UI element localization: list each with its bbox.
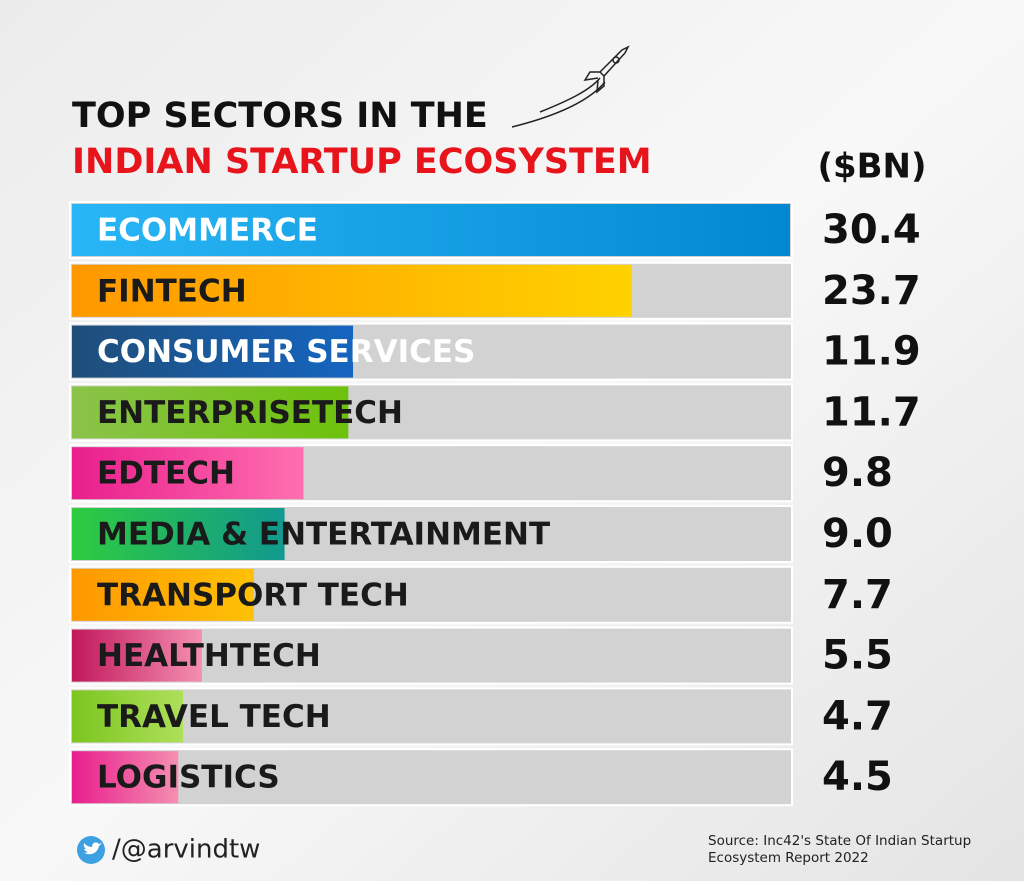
category-label: ENTERPRISETECH bbox=[97, 395, 403, 431]
bar bbox=[72, 325, 354, 378]
category-label: FINTECH bbox=[97, 273, 247, 309]
bar bbox=[72, 629, 202, 682]
value-label: 30.4 bbox=[822, 207, 921, 253]
rocket-icon bbox=[511, 45, 630, 128]
category-label: LOGISTICS bbox=[97, 760, 280, 796]
bar-track bbox=[69, 748, 793, 807]
bar bbox=[72, 751, 179, 804]
value-label: 11.7 bbox=[822, 389, 921, 435]
category-label: EDTECH bbox=[97, 456, 235, 492]
category-label: TRAVEL TECH bbox=[97, 699, 331, 735]
category-label: HEALTHTECH bbox=[97, 638, 321, 674]
category-label: CONSUMER SERVICES bbox=[97, 334, 475, 370]
category-label: MEDIA & ENTERTAINMENT bbox=[97, 517, 550, 553]
source-line: Ecosystem Report 2022 bbox=[708, 850, 869, 866]
value-label: 5.5 bbox=[822, 633, 893, 679]
source-line: Source: Inc42's State Of Indian Startup bbox=[708, 833, 971, 849]
handle: /@arvindtw bbox=[112, 835, 260, 865]
value-label: 9.0 bbox=[822, 511, 893, 557]
bar bbox=[72, 508, 285, 560]
value-label: 9.8 bbox=[822, 450, 893, 496]
chart-subtitle: INDIAN STARTUP ECOSYSTEM bbox=[72, 142, 652, 182]
value-label: 23.7 bbox=[822, 268, 921, 314]
value-label: 4.5 bbox=[822, 754, 893, 800]
bar-track bbox=[69, 687, 793, 746]
bar bbox=[72, 386, 349, 439]
value-header: ($BN) bbox=[817, 147, 926, 187]
value-label: 11.9 bbox=[822, 329, 921, 375]
bar bbox=[72, 690, 184, 743]
chart-title: TOP SECTORS IN THE bbox=[72, 96, 488, 136]
category-label: TRANSPORT TECH bbox=[97, 577, 409, 613]
category-label: ECOMMERCE bbox=[97, 213, 318, 249]
bar bbox=[72, 568, 254, 621]
bar bbox=[72, 447, 304, 500]
bar bbox=[72, 204, 790, 256]
twitter-bird bbox=[83, 842, 102, 855]
value-label: 7.7 bbox=[822, 572, 893, 618]
bar bbox=[72, 264, 632, 317]
value-label: 4.7 bbox=[822, 693, 893, 739]
